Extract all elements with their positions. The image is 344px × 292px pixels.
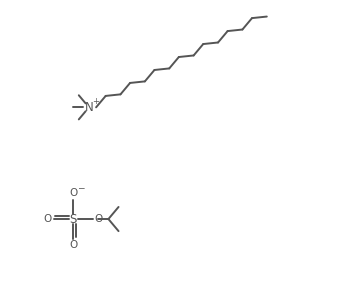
Text: −: − xyxy=(77,183,84,192)
Text: O: O xyxy=(44,214,52,224)
Text: O: O xyxy=(69,188,77,198)
Text: O: O xyxy=(69,240,77,250)
Text: S: S xyxy=(69,213,77,225)
Text: +: + xyxy=(92,97,99,106)
Text: O: O xyxy=(94,214,103,224)
Text: N: N xyxy=(85,101,93,114)
